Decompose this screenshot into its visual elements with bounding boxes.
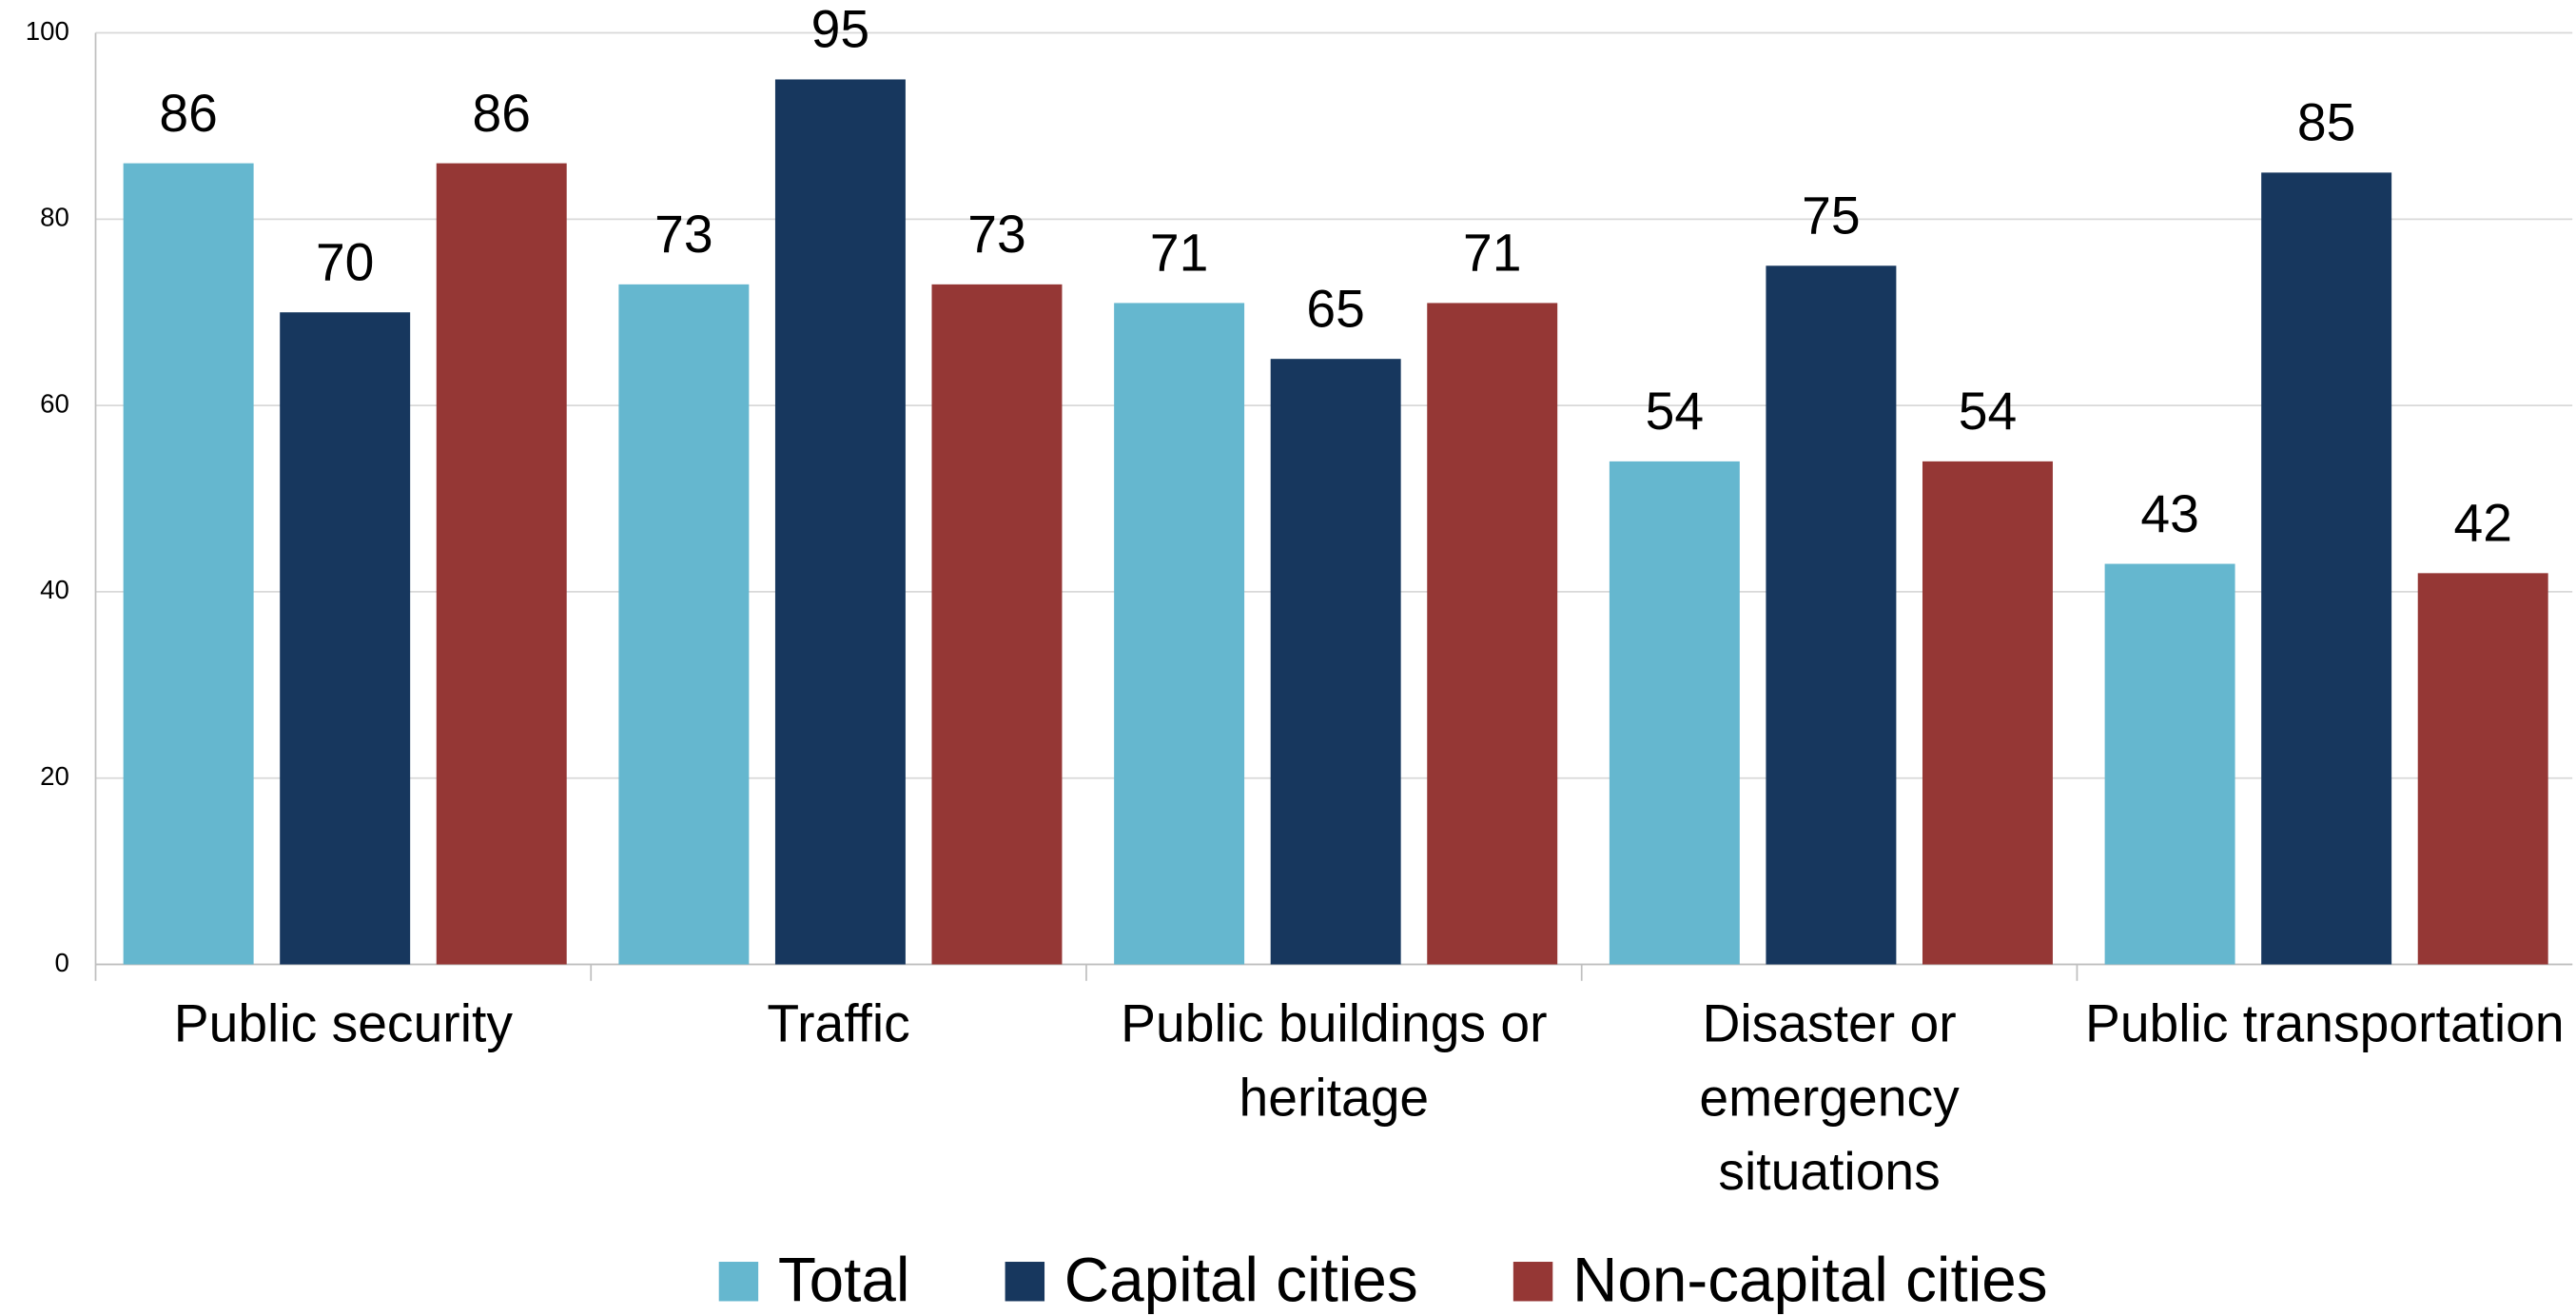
x-tick-label-box: Disaster or emergency situations — [1699, 993, 1960, 1202]
x-tick-label: Public buildings or heritage — [1121, 993, 1548, 1128]
bar — [280, 312, 411, 965]
legend-label: Total — [778, 1246, 910, 1315]
x-tick-label-box: Public buildings or heritage — [1121, 993, 1548, 1128]
data-label: 86 — [473, 84, 531, 143]
bar — [1114, 303, 1245, 965]
bar — [2261, 172, 2392, 965]
bar — [931, 284, 1063, 965]
data-label: 54 — [1646, 382, 1704, 441]
data-label: 95 — [811, 0, 869, 59]
bar — [1766, 265, 1897, 965]
legend-label: Non-capital cities — [1572, 1246, 2048, 1315]
legend-swatch — [718, 1262, 759, 1302]
data-label: 75 — [1802, 187, 1860, 246]
x-tick-label: Public transportation — [2084, 993, 2565, 1053]
x-tick-label: Public security — [173, 993, 513, 1053]
legend-swatch — [1512, 1262, 1553, 1302]
data-label: 70 — [316, 232, 374, 291]
data-label: 73 — [654, 205, 712, 264]
x-tick-label: Traffic — [767, 993, 910, 1053]
y-tick-label: 40 — [40, 575, 69, 604]
bar — [2104, 563, 2235, 965]
y-tick-label: 20 — [40, 761, 69, 791]
data-label: 43 — [2140, 484, 2198, 543]
legend-label: Capital cities — [1064, 1246, 1418, 1315]
data-label: 65 — [1306, 279, 1364, 338]
bar — [123, 163, 254, 965]
y-tick-label: 100 — [26, 16, 69, 46]
data-label: 73 — [967, 205, 1025, 264]
data-label: 71 — [1150, 224, 1208, 283]
bar — [774, 79, 906, 965]
bar — [618, 284, 750, 965]
bar — [1609, 461, 1740, 965]
bar — [2417, 573, 2548, 965]
y-tick-label: 60 — [40, 388, 69, 418]
x-tick-label-box: Traffic — [767, 993, 910, 1053]
x-tick-label-box: Public transportation — [2084, 993, 2565, 1053]
data-label: 71 — [1463, 224, 1521, 283]
data-label: 42 — [2453, 494, 2511, 553]
legend-swatch — [1005, 1262, 1045, 1302]
bar — [1270, 359, 1401, 965]
legend: Total Capital cities Non-capital cities — [718, 1246, 2048, 1315]
bar — [436, 163, 567, 965]
data-label: 54 — [1959, 382, 2017, 441]
x-tick-label-box: Public security — [173, 993, 513, 1053]
data-label: 86 — [159, 84, 217, 143]
y-tick-label: 0 — [55, 948, 69, 977]
y-tick-label: 80 — [40, 203, 69, 232]
x-tick-label: Disaster or emergency situations — [1699, 993, 1960, 1202]
data-label: 85 — [2297, 93, 2355, 152]
bar — [1427, 303, 1558, 965]
bar — [1922, 461, 2053, 965]
